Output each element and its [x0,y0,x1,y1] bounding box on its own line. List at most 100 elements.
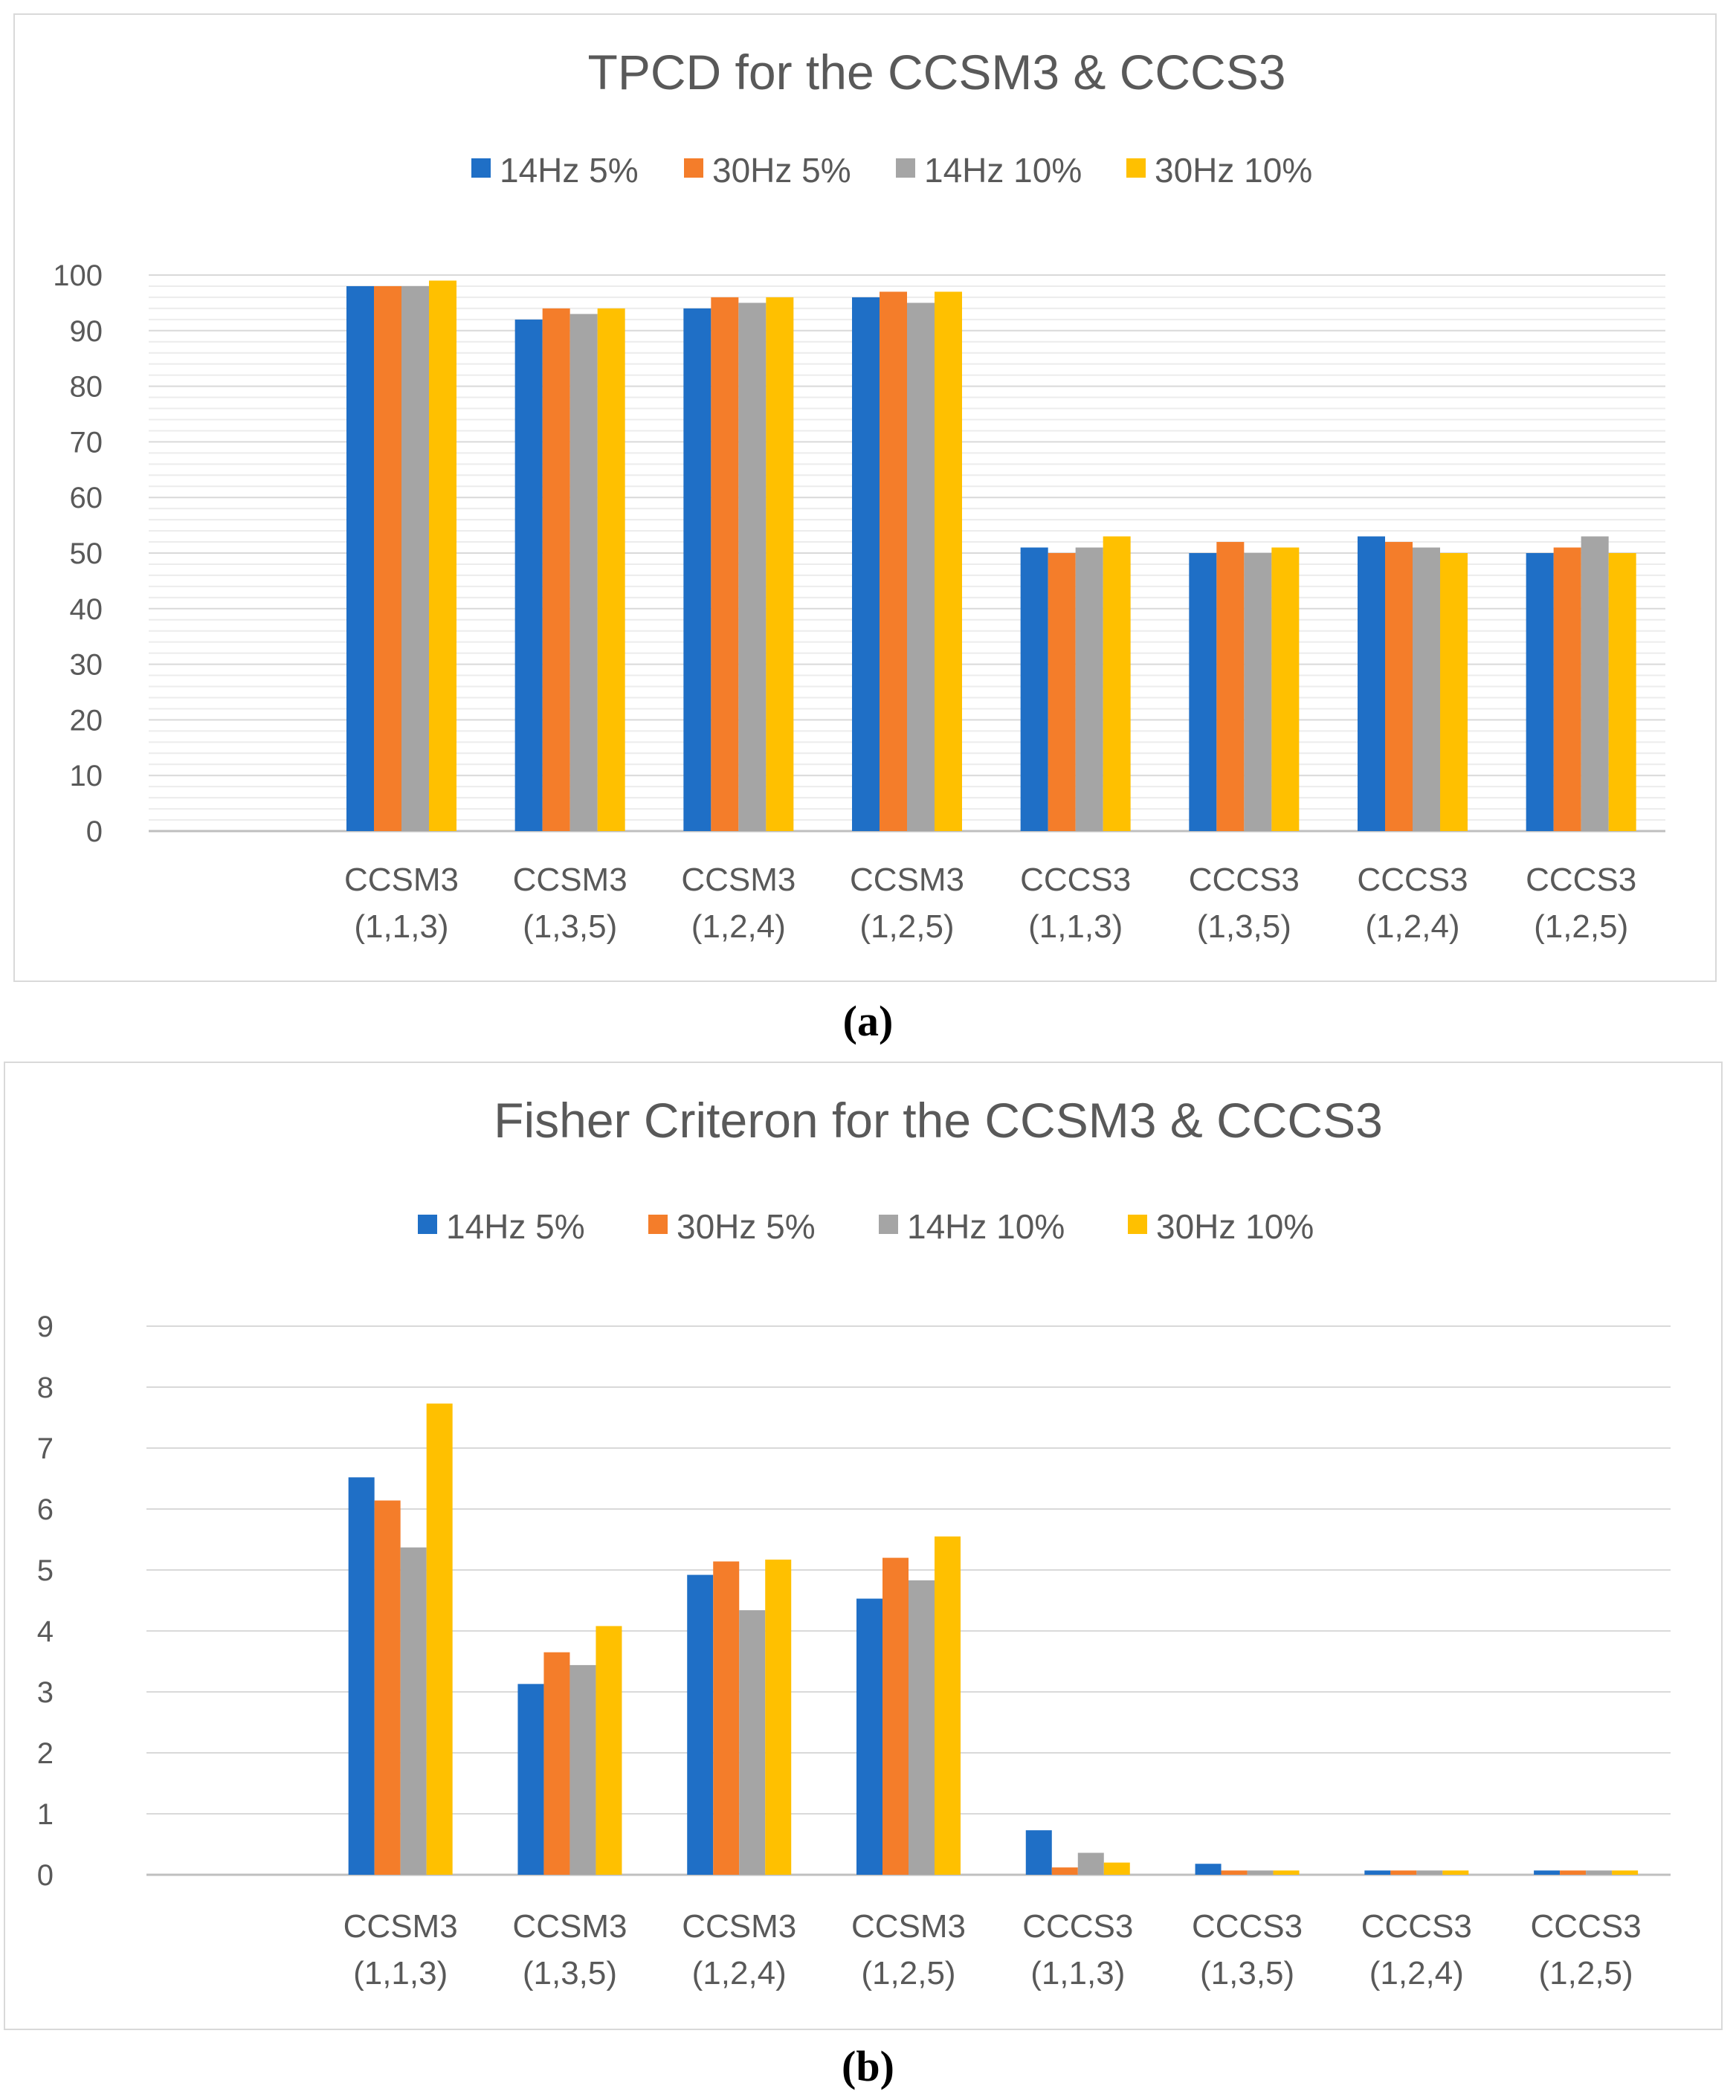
bar-b-1-4 [882,1557,909,1875]
x-tick-label-b-5-line2: (1,1,3) [1030,1955,1125,1991]
y-tick-label: 6 [37,1493,54,1526]
caption-a: (a) [0,996,1736,1046]
x-tick-label-a-4-line2: (1,2,5) [859,908,954,945]
bar-b-1-7 [1390,1870,1417,1875]
y-tick-label: 10 [70,760,103,792]
x-tick-label-a-4-line1: CCSM3 [850,862,964,898]
legend-swatch-a-2 [896,158,915,178]
chart-a-svg: TPCD for the CCSM3 & CCCS3 14Hz 5% 30Hz 5%… [53,45,1665,945]
legend-label-b-1: 30Hz 5% [677,1207,816,1246]
chart-b-svg: Fisher Criteron for the CCSM3 & CCCS3 14H… [37,1093,1671,1991]
caption-b-label: (b) [842,2042,894,2090]
legend-label-a-2: 14Hz 10% [924,151,1082,190]
bar-b-2-4 [909,1580,935,1875]
y-tick-label: 2 [37,1737,54,1770]
legend-swatch-a-1 [684,158,703,178]
bar-a-2-7 [1413,547,1440,831]
legend-label-b-0: 14Hz 5% [446,1207,585,1246]
bar-a-3-4 [935,291,962,831]
bar-b-0-5 [1025,1830,1052,1875]
x-tick-label-b-4-line1: CCSM3 [851,1908,966,1945]
y-tick-label: 3 [37,1676,54,1709]
x-tick-label-b-7-line2: (1,2,4) [1369,1955,1464,1991]
bar-a-2-2 [569,314,598,831]
bar-a-1-6 [1216,542,1245,831]
legend-label-a-3: 30Hz 10% [1155,151,1312,190]
bar-b-3-8 [1612,1870,1639,1875]
y-tick-label: 30 [70,649,103,682]
legend-swatch-b-1 [648,1215,668,1234]
bar-b-3-6 [1273,1870,1300,1875]
y-tick-label: 0 [86,815,103,848]
bar-a-2-5 [1075,547,1103,831]
bar-b-0-8 [1534,1870,1561,1875]
x-tick-label-b-8-line2: (1,2,5) [1539,1955,1633,1991]
x-tick-label-b-2-line1: CCSM3 [512,1908,627,1945]
y-tick-label: 4 [37,1615,54,1648]
bar-a-2-1 [401,285,429,832]
legend-label-a-0: 14Hz 5% [500,151,639,190]
x-tick-label-a-8-line1: CCCS3 [1526,862,1636,898]
y-tick-label: 0 [37,1859,54,1892]
bar-a-0-4 [852,297,880,831]
legend-swatch-b-2 [879,1215,898,1234]
bar-b-2-2 [569,1664,596,1875]
bar-a-0-8 [1526,553,1554,831]
x-tick-label-b-2-line2: (1,3,5) [523,1955,617,1991]
bar-a-2-6 [1244,553,1272,831]
bar-b-3-1 [426,1403,453,1875]
bar-b-2-6 [1247,1870,1274,1875]
bar-b-0-2 [517,1684,544,1875]
chart-panel-b: Fisher Criteron for the CCSM3 & CCCS3 14H… [4,1062,1723,2030]
bar-b-1-2 [543,1652,570,1875]
caption-a-label: (a) [842,997,894,1045]
bar-a-0-5 [1020,547,1048,831]
bar-a-2-4 [907,303,935,831]
x-tick-label-a-7-line1: CCCS3 [1357,862,1468,898]
bar-b-2-1 [400,1547,427,1875]
x-tick-label-a-1-line1: CCSM3 [344,862,459,898]
bar-a-3-6 [1271,547,1300,831]
x-tick-label-b-1-line2: (1,1,3) [353,1955,448,1991]
bar-a-1-8 [1553,547,1581,831]
x-tick-label-a-1-line2: (1,1,3) [354,908,448,945]
x-tick-label-a-6-line1: CCCS3 [1189,862,1300,898]
y-tick-label: 70 [70,426,103,459]
y-tick-label: 1 [37,1798,54,1831]
x-tick-label-a-5-line1: CCCS3 [1020,862,1131,898]
bar-a-1-2 [542,308,570,831]
bar-b-1-3 [713,1561,740,1875]
x-tick-label-b-6-line1: CCCS3 [1192,1908,1303,1945]
x-tick-label-b-8-line1: CCCS3 [1531,1908,1642,1945]
bar-b-3-7 [1442,1870,1469,1875]
x-tick-label-a-6-line2: (1,3,5) [1197,908,1291,945]
bar-a-1-3 [711,297,739,831]
chart-a-title: TPCD for the CCSM3 & CCCS3 [588,45,1286,100]
y-tick-label: 20 [70,704,103,737]
bar-b-0-7 [1364,1870,1391,1875]
y-tick-label: 9 [37,1311,54,1343]
legend-swatch-b-0 [418,1215,437,1234]
legend-label-a-1: 30Hz 5% [712,151,851,190]
x-tick-label-b-3-line1: CCSM3 [682,1908,796,1945]
caption-b: (b) [0,2041,1736,2091]
bar-b-3-5 [1103,1862,1130,1875]
bar-b-1-8 [1560,1870,1587,1875]
bar-b-1-6 [1221,1870,1248,1875]
bar-a-2-3 [738,303,767,831]
y-tick-label: 100 [53,259,103,292]
bar-a-3-1 [429,280,456,832]
bar-a-3-8 [1608,553,1636,831]
x-tick-label-a-2-line2: (1,3,5) [523,908,617,945]
y-tick-label: 90 [70,315,103,348]
bar-a-1-5 [1048,553,1076,831]
bar-a-1-4 [880,291,907,831]
y-tick-label: 50 [70,537,103,570]
x-tick-label-b-6-line2: (1,3,5) [1200,1955,1294,1991]
legend-label-b-3: 30Hz 10% [1156,1207,1314,1246]
bar-b-2-8 [1586,1870,1613,1875]
bar-a-0-7 [1358,536,1385,831]
bar-a-3-7 [1440,553,1468,831]
y-tick-label: 40 [70,593,103,626]
y-tick-label: 7 [37,1432,54,1465]
